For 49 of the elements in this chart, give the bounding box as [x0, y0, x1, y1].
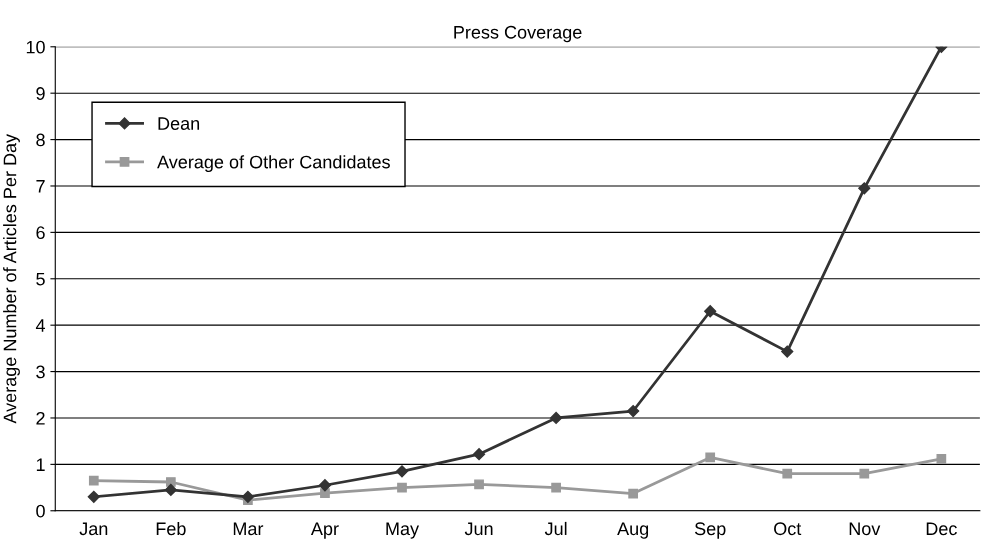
y-tick-label: 6 [36, 226, 45, 240]
point [164, 483, 177, 496]
point [782, 468, 793, 479]
point [705, 452, 716, 463]
point [474, 479, 484, 490]
x-tick-label: Jul [544, 521, 567, 536]
y-tick-label: 3 [36, 365, 45, 379]
x-tick-label: Mar [233, 522, 264, 536]
point [165, 477, 176, 487]
y-tick-label: 8 [36, 133, 45, 147]
point [397, 482, 407, 493]
point [858, 182, 871, 195]
y-tick-label: 0 [36, 504, 45, 518]
y-axis-title: Average Number of Articles Per Day [3, 133, 20, 424]
x-tick-label: Feb [156, 521, 186, 536]
y-tick-label: 1 [36, 458, 45, 471]
point [936, 453, 947, 464]
y-tick-label: 5 [36, 272, 45, 286]
x-tick-label: Apr [310, 522, 339, 539]
legend-label: Dean [158, 117, 200, 130]
x-tick-label: Aug [617, 522, 649, 539]
point [550, 411, 563, 425]
point [704, 305, 717, 318]
y-tick-label: 4 [35, 319, 46, 332]
legend-label: Average of Other Candidates [157, 155, 390, 172]
point [627, 404, 640, 418]
x-tick-label: Nov [849, 522, 881, 536]
point [781, 345, 794, 358]
point [318, 479, 332, 492]
point [472, 448, 486, 461]
point [87, 490, 100, 503]
point [241, 490, 254, 503]
point [628, 488, 639, 499]
point [551, 482, 561, 493]
y-tick-label: 9 [36, 87, 45, 100]
y-tick-label: 2 [36, 411, 45, 425]
x-tick-label: Oct [774, 522, 802, 536]
x-tick-label: Sep [694, 522, 726, 539]
x-tick-label: Dec [926, 522, 957, 536]
point [88, 475, 99, 486]
y-tick-label: 10 [26, 40, 45, 54]
y-tick-label: 7 [36, 180, 45, 193]
x-tick-label: Jun [464, 522, 493, 536]
x-tick-label: Jan [79, 522, 108, 536]
x-tick-label: May [386, 522, 420, 539]
chart-title: Press Coverage [454, 25, 582, 43]
point [395, 465, 409, 478]
point [320, 488, 330, 498]
point [859, 468, 870, 479]
